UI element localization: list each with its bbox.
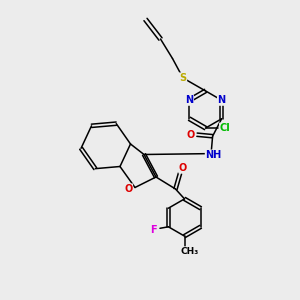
Text: CH₃: CH₃ [181,247,199,256]
Text: NH: NH [206,150,222,160]
Text: O: O [187,130,195,140]
Text: O: O [124,184,133,194]
Text: O: O [179,163,187,173]
Text: N: N [218,95,226,105]
Text: N: N [185,95,194,105]
Text: S: S [179,73,187,83]
Text: Cl: Cl [220,123,230,133]
Text: F: F [150,225,157,235]
